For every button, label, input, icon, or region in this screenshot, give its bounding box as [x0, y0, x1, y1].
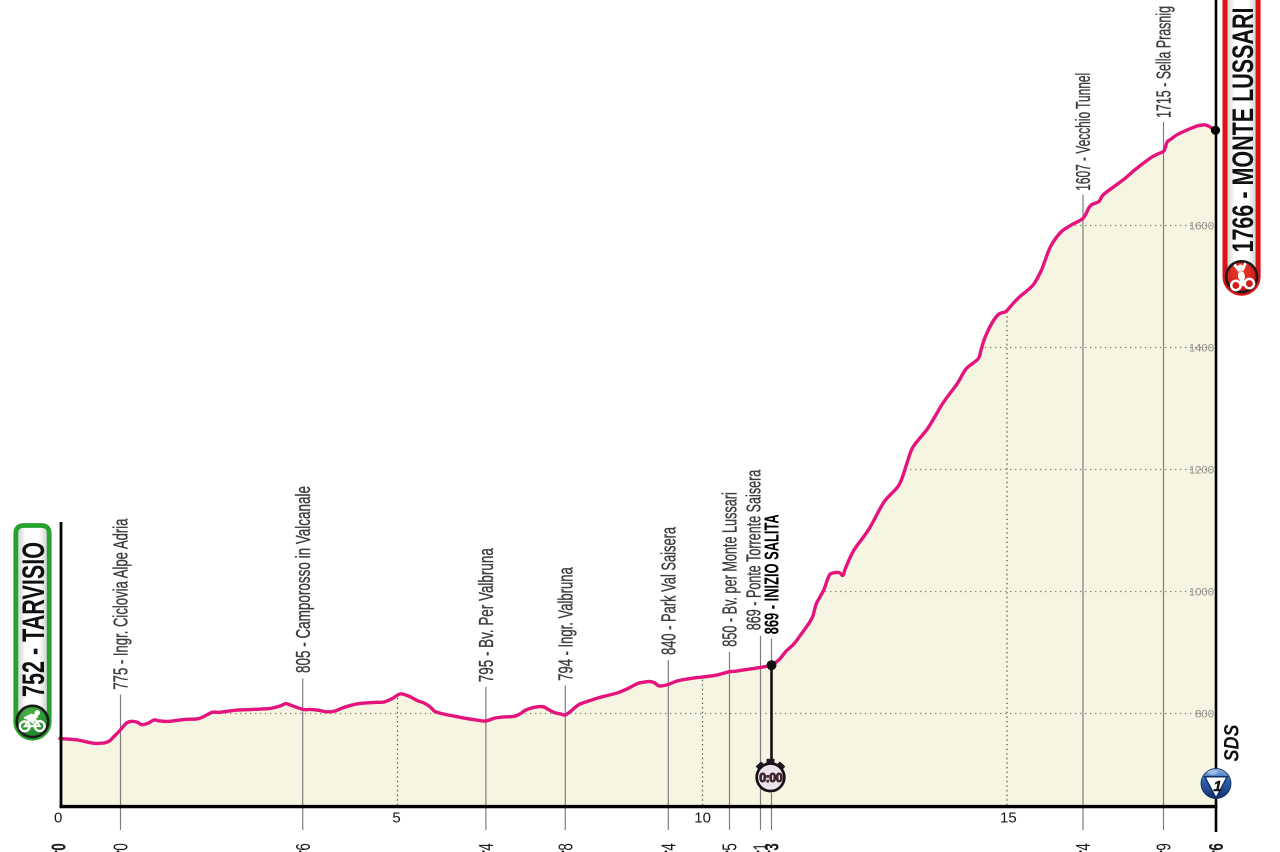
- svg-text:1400: 1400: [1189, 343, 1214, 355]
- svg-text:1: 1: [751, 843, 773, 850]
- svg-text:805 - Camporosso in Valcanale: 805 - Camporosso in Valcanale: [293, 486, 315, 673]
- svg-text:850 - Bv. per Monte Lussari: 850 - Bv. per Monte Lussari: [720, 492, 742, 647]
- svg-text:0: 0: [54, 810, 62, 827]
- svg-text:10: 10: [694, 810, 711, 827]
- svg-text:800: 800: [1195, 709, 1214, 721]
- svg-text:4: 4: [476, 843, 498, 850]
- svg-text:795 - Bv. Per Valbruna: 795 - Bv. Per Valbruna: [476, 548, 498, 683]
- svg-text:1: 1: [1213, 778, 1221, 795]
- svg-text:3: 3: [762, 843, 784, 850]
- svg-text:4: 4: [659, 843, 681, 850]
- svg-text:9: 9: [1154, 843, 1176, 850]
- svg-text:0: 0: [49, 843, 71, 850]
- svg-text:1000: 1000: [1189, 587, 1214, 599]
- svg-text:775 - Ingr. Ciclovia Alpe Adri: 775 - Ingr. Ciclovia Alpe Adria: [111, 518, 133, 690]
- svg-text:1600: 1600: [1189, 221, 1214, 233]
- svg-text:0:00: 0:00: [759, 771, 783, 785]
- svg-text:8: 8: [556, 843, 578, 850]
- svg-text:1766 - MONTE LUSSARI: 1766 - MONTE LUSSARI: [1227, 8, 1260, 253]
- svg-text:6: 6: [1206, 843, 1228, 850]
- svg-text:SDS: SDS: [1221, 725, 1244, 762]
- svg-text:794 - Ingr. Valbruna: 794 - Ingr. Valbruna: [556, 567, 578, 681]
- svg-text:0: 0: [111, 843, 133, 850]
- svg-text:15: 15: [1000, 810, 1017, 827]
- svg-text:1200: 1200: [1189, 465, 1214, 477]
- svg-text:6: 6: [293, 843, 315, 850]
- svg-text:840 - Park Val Saisera: 840 - Park Val Saisera: [659, 526, 681, 655]
- svg-text:5: 5: [720, 843, 742, 850]
- svg-text:1715 - Sella Prasnig: 1715 - Sella Prasnig: [1154, 6, 1176, 118]
- svg-text:869 - INIZIO SALITA: 869 - INIZIO SALITA: [762, 514, 784, 634]
- svg-text:5: 5: [392, 810, 400, 827]
- svg-text:869 - Ponte Torrente Saisera: 869 - Ponte Torrente Saisera: [744, 469, 766, 630]
- svg-text:4: 4: [1073, 843, 1095, 850]
- svg-text:752 - TARVISIO: 752 - TARVISIO: [15, 542, 51, 697]
- svg-text:1607 - Vecchio Tunnel: 1607 - Vecchio Tunnel: [1073, 73, 1095, 191]
